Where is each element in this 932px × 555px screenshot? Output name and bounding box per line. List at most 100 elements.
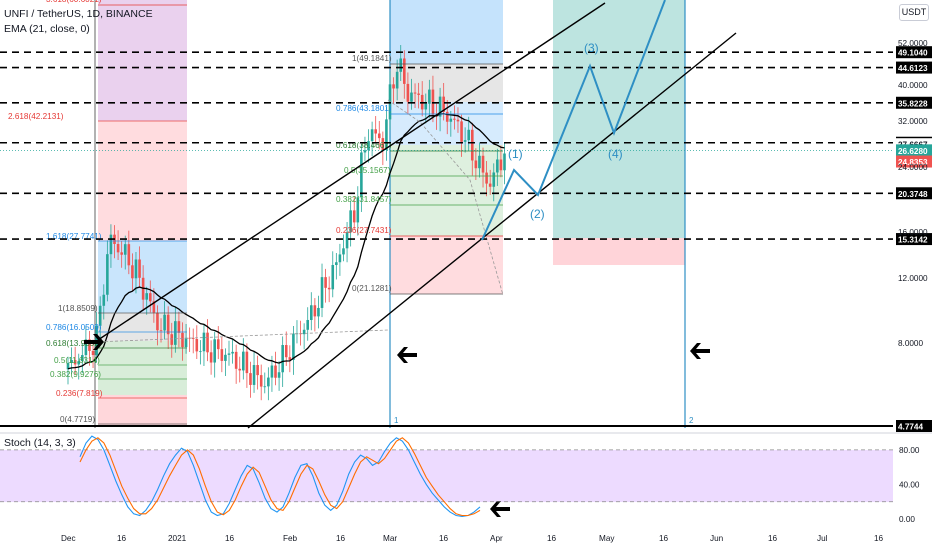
fib-right-label: 0.236(27.7431): [336, 226, 392, 235]
candle-body: [220, 349, 224, 361]
ema-line: [67, 113, 505, 370]
wave-label: (3): [584, 41, 599, 55]
candle-body: [202, 332, 206, 352]
fib-left-label: 1.618(27.7741): [46, 232, 102, 241]
candle-body: [485, 172, 488, 184]
price-tag-label: 15.3142: [898, 236, 928, 245]
candle-body: [385, 119, 388, 150]
candle-body: [467, 129, 471, 141]
candle-body: [216, 339, 220, 350]
candle-body: [338, 254, 342, 263]
candle-body: [292, 333, 295, 360]
candle-body: [206, 332, 209, 353]
price-tag-label: 20.3748: [898, 190, 928, 199]
candle-body: [370, 129, 374, 142]
right-arrow-icon: [84, 334, 104, 350]
candle-body: [231, 351, 234, 354]
candle-body: [84, 339, 88, 356]
candle-body: [116, 243, 120, 253]
candle-body: [66, 362, 70, 370]
candle-body: [199, 351, 202, 353]
fib-zone-red: [98, 395, 187, 426]
fib2-zone-green: [390, 145, 503, 236]
candle-body: [242, 351, 245, 371]
candle-body: [170, 334, 174, 345]
candle-body: [120, 252, 123, 255]
candle-body: [270, 365, 274, 378]
candle-body: [191, 338, 195, 340]
price-tag-bg: [896, 233, 932, 246]
fib-left-label: 1(18.8509): [58, 304, 98, 313]
fib-right-dashed-diagonal: [387, 99, 504, 296]
ema-legend: EMA (21, close, 0): [4, 23, 90, 35]
currency-badge[interactable]: USDT: [899, 4, 929, 21]
symbol-title: UNFI / TetherUS, 1D, BINANCE: [4, 8, 153, 20]
stoch-axis-tick: 40.00: [899, 480, 920, 489]
candle-body: [349, 210, 352, 233]
candle-body: [345, 232, 349, 249]
candle-body: [81, 355, 84, 362]
candle-body: [342, 248, 345, 255]
marker-label-2: 2: [689, 416, 694, 425]
left-arrow-icon: [490, 501, 510, 517]
candle-body: [148, 293, 152, 302]
stoch-line-1: [79, 437, 481, 517]
fib-zone-extension: [98, 121, 187, 241]
time-axis-tick: Jun: [710, 534, 724, 543]
price-axis-tick: 52.0000: [898, 39, 928, 48]
candle-body: [145, 293, 149, 300]
candle-body: [356, 197, 360, 223]
candle-body: [138, 259, 141, 278]
candle-body: [406, 83, 410, 102]
price-tag-label: 35.8228: [898, 99, 928, 108]
candle-body: [331, 265, 335, 290]
time-axis-tick: Jul: [817, 534, 828, 543]
price-tag-label: 49.1040: [898, 49, 928, 58]
fib-right-label: 0.382(31.8457): [336, 195, 392, 204]
candle-body: [503, 153, 506, 171]
candle-body: [488, 183, 492, 187]
candle-body: [453, 118, 456, 120]
wave-label: (1): [508, 147, 523, 161]
candle-body: [274, 365, 277, 378]
candle-body: [327, 287, 331, 290]
candle-body: [263, 386, 267, 388]
time-axis-tick: 16: [225, 534, 235, 543]
price-tag-bg: [896, 61, 932, 74]
price-tag-label: 44.6123: [898, 64, 928, 73]
candle-body: [181, 332, 184, 348]
candle-body: [123, 244, 127, 255]
candle-body: [320, 277, 324, 308]
candle-body: [413, 92, 417, 94]
fib-zone-grey: [98, 313, 187, 341]
candle-body: [227, 353, 231, 355]
time-axis-tick: 16: [336, 534, 346, 543]
fib-left-label: 2.618(42.2131): [8, 112, 64, 121]
candle-body: [324, 277, 327, 288]
price-tag-bg: [896, 420, 932, 432]
fib-left-label: 0.786(16.0509): [46, 323, 102, 332]
candle-body: [152, 301, 156, 313]
candle-body: [449, 118, 453, 122]
candle-body: [177, 321, 181, 333]
candle-body: [109, 234, 113, 255]
candle-body: [245, 351, 249, 374]
price-tag-label: 4.7744: [898, 423, 923, 432]
wave-label: (4): [608, 147, 623, 161]
candle-body: [395, 71, 399, 89]
candle-body: [403, 58, 406, 84]
fib-zone-blue: [98, 241, 187, 313]
time-axis-tick: 16: [439, 534, 449, 543]
candle-body: [213, 339, 216, 363]
candle-body: [499, 159, 503, 171]
fib-left-top-label: 3.618(60.6021): [46, 0, 102, 4]
time-axis-tick: 16: [117, 534, 127, 543]
candle-body: [195, 339, 199, 352]
candle-body: [309, 305, 313, 320]
fib-left-label: 0.618(13.9352): [46, 339, 102, 348]
candle-body: [463, 140, 467, 142]
fib-left-label: 0.236(7.819): [56, 389, 103, 398]
time-axis-tick: 16: [768, 534, 778, 543]
